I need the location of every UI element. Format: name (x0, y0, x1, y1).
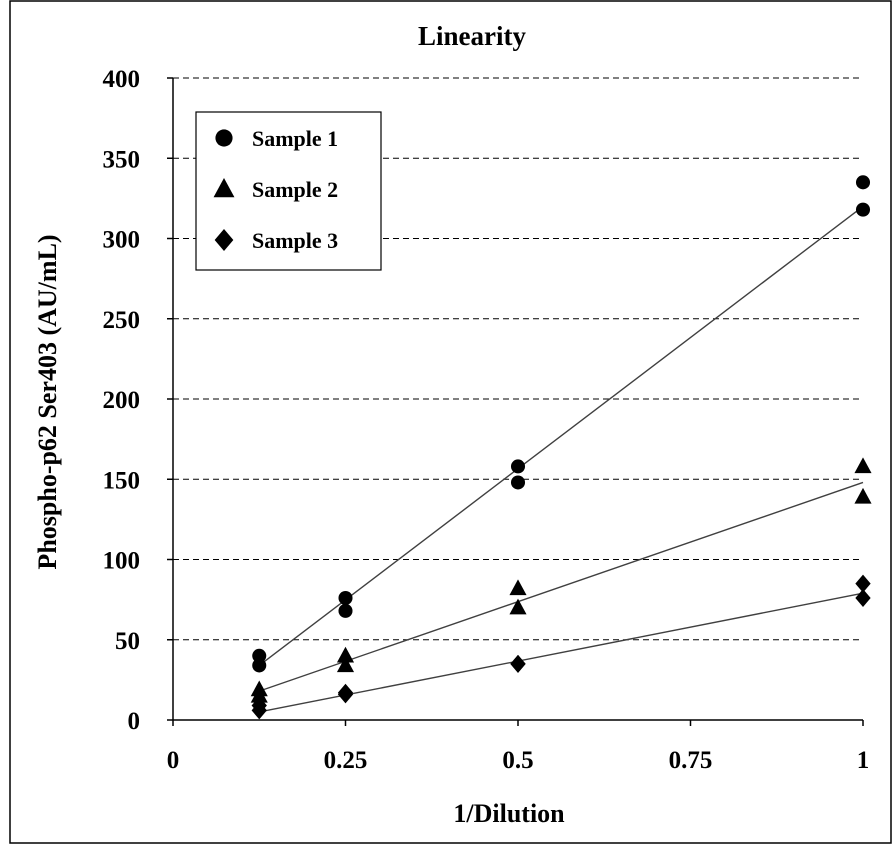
y-tick-label: 100 (103, 548, 141, 575)
trend-line-series-2 (259, 481, 864, 692)
triangle-point-series-2 (336, 646, 355, 663)
y-axis-label: Phospho-p62 Ser403 (AU/mL) (33, 234, 62, 569)
y-tick-labels: 0 50 100 150 200 250 300 350 400 (103, 66, 141, 735)
circle-point-series-1 (510, 475, 526, 490)
legend: Sample 1 Sample 2 Sample 3 (195, 111, 382, 271)
trend-line-series-1 (258, 205, 864, 666)
x-tick-label: 0 (167, 747, 180, 774)
circle-point-series-1 (252, 648, 267, 663)
diamond-point-series-3 (510, 654, 526, 673)
outer-frame (9, 0, 892, 844)
legend-label: Sample 2 (252, 177, 338, 202)
x-axis-label: 1/Dilution (453, 799, 565, 828)
diamond-point-series-3 (337, 685, 354, 704)
circle-point-series-1 (855, 202, 871, 217)
y-tick-label: 300 (103, 227, 141, 254)
y-tick-label: 250 (103, 307, 141, 334)
y-tick-label: 0 (128, 708, 141, 735)
triangle-point-series-2 (854, 487, 872, 504)
legend-triangle-icon (213, 178, 235, 198)
x-tick-label: 0.5 (502, 747, 533, 774)
axes (167, 77, 864, 726)
x-tick-label: 0.25 (324, 747, 368, 774)
diamond-point-series-3 (855, 574, 871, 593)
y-tick-label: 400 (103, 66, 141, 93)
circle-point-series-1 (338, 591, 353, 606)
diamond-point-series-3 (251, 701, 267, 720)
chart-title: Linearity (418, 21, 526, 51)
y-tick-label: 350 (103, 146, 141, 173)
circle-point-series-1 (252, 658, 267, 673)
y-tick-label: 150 (103, 467, 141, 494)
triangle-point-series-2 (854, 457, 872, 474)
x-tick-label: 0.75 (669, 747, 713, 774)
x-tick-labels: 0 0.25 0.5 0.75 1 (167, 747, 870, 774)
legend-diamond-icon (214, 229, 234, 251)
legend-circle-icon (215, 129, 233, 147)
circle-point-series-1 (855, 175, 871, 190)
triangle-point-series-2 (250, 686, 268, 703)
circle-point-series-1 (510, 459, 526, 474)
legend-label: Sample 1 (252, 126, 338, 151)
diamond-point-series-3 (855, 589, 871, 608)
circle-point-series-1 (338, 603, 353, 618)
legend-items: Sample 1 Sample 2 Sample 3 (213, 126, 338, 253)
triangle-point-series-2 (509, 579, 527, 596)
x-tick-label: 1 (857, 747, 870, 774)
trend-line-series-3 (259, 592, 864, 713)
triangle-point-series-2 (509, 598, 527, 615)
legend-label: Sample 3 (252, 228, 338, 253)
data-points (250, 175, 872, 720)
y-tick-label: 50 (115, 628, 140, 655)
trend-lines (258, 205, 864, 713)
y-tick-label: 200 (103, 387, 141, 414)
triangle-point-series-2 (336, 656, 355, 673)
